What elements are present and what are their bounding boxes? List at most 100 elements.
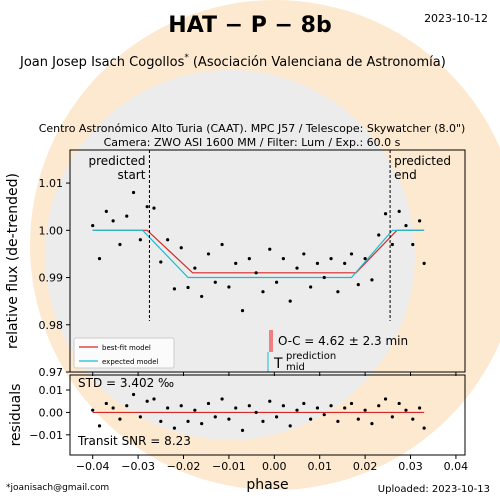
data-point xyxy=(227,417,231,421)
author-mark: * xyxy=(184,53,189,63)
x-tick-label: −0.04 xyxy=(76,460,110,473)
model-line xyxy=(92,229,425,279)
data-point xyxy=(329,404,333,408)
data-point xyxy=(131,190,136,195)
data-point xyxy=(125,404,129,408)
title: HAT − P − 8b xyxy=(168,13,331,38)
y-tick-label: −0.01 xyxy=(29,429,63,442)
data-point xyxy=(404,408,408,412)
data-point xyxy=(234,406,238,410)
data-point xyxy=(213,415,217,419)
mid-label: mid xyxy=(286,362,305,373)
data-point xyxy=(193,266,197,270)
data-point xyxy=(417,219,422,223)
data-point xyxy=(329,257,333,261)
data-point xyxy=(281,257,285,261)
y-tick-label: 1.00 xyxy=(39,224,64,237)
data-point xyxy=(302,252,306,256)
data-point xyxy=(186,419,190,423)
x-axis-label: phase xyxy=(246,477,288,493)
data-point xyxy=(213,280,217,284)
predicted-end-label: end xyxy=(394,168,417,182)
data-point xyxy=(104,209,108,214)
data-point xyxy=(206,401,211,406)
data-point xyxy=(118,242,122,247)
data-point xyxy=(268,399,272,403)
data-point xyxy=(261,419,265,423)
data-point xyxy=(145,205,149,209)
predicted-start-label: start xyxy=(118,168,146,182)
data-point xyxy=(377,404,381,408)
x-tick-label: 0.02 xyxy=(353,460,378,473)
predicted-start-label: predicted xyxy=(89,154,146,168)
data-point xyxy=(315,406,320,410)
data-point xyxy=(390,242,394,247)
data-point xyxy=(411,417,415,421)
data-point xyxy=(370,278,374,282)
y-axis-label: residuals xyxy=(8,384,24,447)
plot-frame xyxy=(69,149,466,373)
x-tick-label: −0.03 xyxy=(121,460,155,473)
data-point xyxy=(193,408,197,412)
legend-box xyxy=(73,337,175,369)
data-point xyxy=(336,419,340,423)
subtitle: Camera: ZWO ASI 1600 MM / Filter: Lum / … xyxy=(104,136,401,149)
data-point xyxy=(145,399,149,403)
data-point xyxy=(91,223,95,228)
data-point xyxy=(179,404,183,408)
data-point xyxy=(383,397,388,401)
data-point xyxy=(336,290,340,294)
legend-label: expected model xyxy=(102,358,158,366)
oc-label: O-C = 4.62 ± 2.3 min xyxy=(278,334,408,348)
data-point xyxy=(309,417,313,421)
data-point xyxy=(390,415,394,419)
data-point xyxy=(247,404,251,408)
x-tick-label: −0.01 xyxy=(212,460,246,473)
data-point xyxy=(268,247,272,251)
data-point xyxy=(138,415,142,419)
data-point xyxy=(111,219,115,223)
data-point xyxy=(186,285,190,290)
data-point xyxy=(356,283,360,287)
legend-label: best-fit model xyxy=(102,344,151,352)
mid-label: prediction xyxy=(286,351,336,362)
uploaded: Uploaded: 2023-10-13 xyxy=(378,484,490,495)
data-point xyxy=(200,294,204,299)
data-point xyxy=(152,206,156,210)
data-point xyxy=(417,406,422,410)
data-point xyxy=(281,404,285,408)
data-point xyxy=(254,410,258,415)
std-label: STD = 3.402 ‰ xyxy=(78,376,174,390)
data-point xyxy=(220,242,224,247)
data-point xyxy=(302,401,306,406)
data-point xyxy=(247,257,251,261)
x-tick-label: 0.03 xyxy=(398,460,423,473)
affiliation: (Asociación Valenciana de Astronomía) xyxy=(193,55,446,70)
data-point xyxy=(220,397,224,401)
data-point xyxy=(349,252,354,256)
data-point xyxy=(172,287,177,291)
data-point xyxy=(295,266,299,270)
plot-frame xyxy=(69,374,466,456)
y-tick-label: 0.00 xyxy=(39,406,64,419)
data-point xyxy=(172,426,177,430)
data-point xyxy=(200,422,204,426)
data-point xyxy=(274,415,279,419)
y-axis-label: relative flux (de-trended) xyxy=(5,173,21,349)
data-point xyxy=(363,257,367,261)
x-tick-label: 0.00 xyxy=(262,460,287,473)
subtitle: Centro Astronómico Alto Turia (CAAT). MP… xyxy=(39,122,466,135)
data-point xyxy=(111,406,115,410)
data-point xyxy=(274,280,279,284)
data-point xyxy=(166,238,170,242)
predicted-end-label: predicted xyxy=(394,154,451,168)
data-point xyxy=(159,419,163,423)
data-point xyxy=(261,290,265,294)
data-point xyxy=(166,406,170,410)
data-point xyxy=(397,209,401,214)
data-point xyxy=(377,233,381,237)
data-point xyxy=(404,223,408,228)
data-point xyxy=(131,392,136,397)
author-name: Joan Josep Isach Cogollos xyxy=(19,55,185,70)
